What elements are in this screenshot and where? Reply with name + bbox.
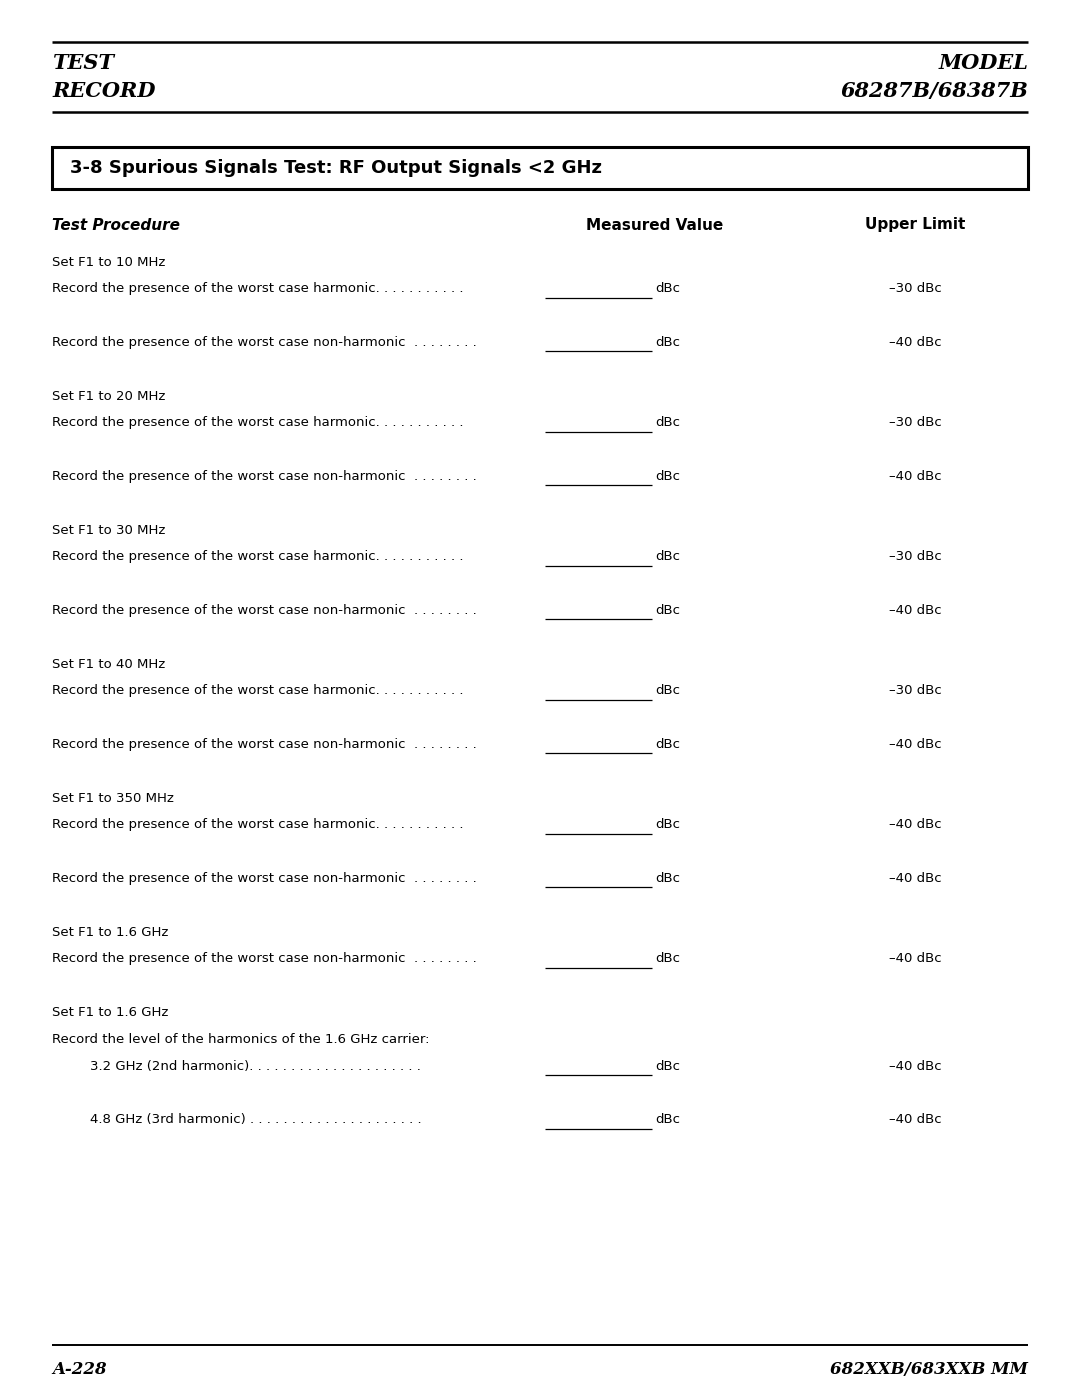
Text: 68287B/68387B: 68287B/68387B [840, 81, 1028, 101]
Text: Set F1 to 20 MHz: Set F1 to 20 MHz [52, 390, 165, 402]
Text: Record the presence of the worst case non-harmonic  . . . . . . . .: Record the presence of the worst case no… [52, 738, 476, 752]
Text: dBc: dBc [654, 819, 680, 831]
Text: dBc: dBc [654, 604, 680, 617]
Text: Upper Limit: Upper Limit [865, 218, 966, 232]
Text: dBc: dBc [654, 953, 680, 965]
Text: Record the presence of the worst case non-harmonic  . . . . . . . .: Record the presence of the worst case no… [52, 872, 476, 884]
Text: Set F1 to 10 MHz: Set F1 to 10 MHz [52, 256, 165, 268]
Text: –40 dBc: –40 dBc [889, 1113, 942, 1126]
Text: –30 dBc: –30 dBc [889, 550, 942, 563]
Text: –40 dBc: –40 dBc [889, 469, 942, 483]
Text: Set F1 to 40 MHz: Set F1 to 40 MHz [52, 658, 165, 671]
Text: dBc: dBc [654, 282, 680, 295]
Text: dBc: dBc [654, 469, 680, 483]
Text: 4.8 GHz (3rd harmonic) . . . . . . . . . . . . . . . . . . . . .: 4.8 GHz (3rd harmonic) . . . . . . . . .… [90, 1113, 421, 1126]
Text: dBc: dBc [654, 738, 680, 752]
Bar [52, 147, 1028, 189]
Text: dBc: dBc [654, 1113, 680, 1126]
Text: –40 dBc: –40 dBc [889, 819, 942, 831]
Text: 3-8 Spurious Signals Test: RF Output Signals <2 GHz: 3-8 Spurious Signals Test: RF Output Sig… [70, 159, 602, 177]
Text: RECORD: RECORD [52, 81, 156, 101]
Text: –30 dBc: –30 dBc [889, 685, 942, 697]
Text: dBc: dBc [654, 1059, 680, 1073]
Text: –40 dBc: –40 dBc [889, 872, 942, 884]
Text: Record the presence of the worst case non-harmonic  . . . . . . . .: Record the presence of the worst case no… [52, 604, 476, 617]
Text: –40 dBc: –40 dBc [889, 335, 942, 349]
Text: A-228: A-228 [52, 1361, 107, 1377]
Text: Test Procedure: Test Procedure [52, 218, 180, 232]
Text: Record the presence of the worst case harmonic. . . . . . . . . . .: Record the presence of the worst case ha… [52, 550, 463, 563]
Text: dBc: dBc [654, 550, 680, 563]
Text: –40 dBc: –40 dBc [889, 1059, 942, 1073]
Text: dBc: dBc [654, 872, 680, 884]
Text: Record the presence of the worst case harmonic. . . . . . . . . . .: Record the presence of the worst case ha… [52, 416, 463, 429]
Text: –30 dBc: –30 dBc [889, 416, 942, 429]
Text: Record the presence of the worst case harmonic. . . . . . . . . . .: Record the presence of the worst case ha… [52, 819, 463, 831]
Text: Set F1 to 30 MHz: Set F1 to 30 MHz [52, 524, 165, 536]
Text: dBc: dBc [654, 335, 680, 349]
Text: –40 dBc: –40 dBc [889, 953, 942, 965]
Text: dBc: dBc [654, 416, 680, 429]
Text: Record the level of the harmonics of the 1.6 GHz carrier:: Record the level of the harmonics of the… [52, 1032, 430, 1046]
Text: Set F1 to 350 MHz: Set F1 to 350 MHz [52, 792, 174, 805]
Text: dBc: dBc [654, 685, 680, 697]
Text: Record the presence of the worst case harmonic. . . . . . . . . . .: Record the presence of the worst case ha… [52, 685, 463, 697]
Text: –40 dBc: –40 dBc [889, 738, 942, 752]
Text: Set F1 to 1.6 GHz: Set F1 to 1.6 GHz [52, 925, 168, 939]
Text: TEST: TEST [52, 53, 114, 73]
Text: –30 dBc: –30 dBc [889, 282, 942, 295]
Text: Set F1 to 1.6 GHz: Set F1 to 1.6 GHz [52, 1006, 168, 1018]
Text: Record the presence of the worst case harmonic. . . . . . . . . . .: Record the presence of the worst case ha… [52, 282, 463, 295]
Text: Record the presence of the worst case non-harmonic  . . . . . . . .: Record the presence of the worst case no… [52, 953, 476, 965]
Text: Record the presence of the worst case non-harmonic  . . . . . . . .: Record the presence of the worst case no… [52, 335, 476, 349]
Text: –40 dBc: –40 dBc [889, 604, 942, 617]
Text: Record the presence of the worst case non-harmonic  . . . . . . . .: Record the presence of the worst case no… [52, 469, 476, 483]
Text: 3.2 GHz (2nd harmonic). . . . . . . . . . . . . . . . . . . . .: 3.2 GHz (2nd harmonic). . . . . . . . . … [90, 1059, 421, 1073]
Text: 682XXB/683XXB MM: 682XXB/683XXB MM [831, 1361, 1028, 1377]
Text: Measured Value: Measured Value [586, 218, 724, 232]
Text: MODEL: MODEL [939, 53, 1028, 73]
